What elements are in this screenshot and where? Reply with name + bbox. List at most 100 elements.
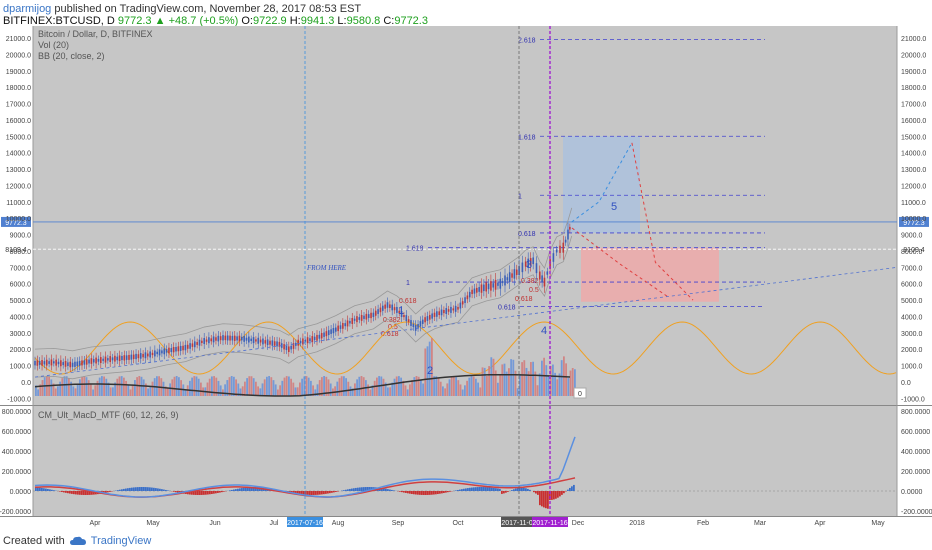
candle-body bbox=[95, 357, 97, 364]
macd-histogram-bar bbox=[505, 491, 507, 493]
volume-bar bbox=[400, 377, 402, 396]
candle-body bbox=[499, 278, 502, 289]
macd-histogram-bar bbox=[445, 491, 447, 493]
candle-body bbox=[189, 343, 191, 349]
volume-bar bbox=[347, 381, 350, 396]
macd-histogram-bar bbox=[237, 488, 239, 491]
candle-body bbox=[161, 350, 163, 354]
volume-bar bbox=[417, 376, 420, 396]
volume-bar bbox=[151, 381, 154, 396]
volume-bar bbox=[525, 367, 528, 396]
candle-body bbox=[132, 354, 135, 360]
volume-bar bbox=[483, 367, 486, 396]
macd-histogram-bar bbox=[47, 488, 49, 491]
candle-body bbox=[391, 304, 393, 311]
volume-bar bbox=[523, 360, 526, 396]
high-value: 9941.3 bbox=[300, 15, 335, 27]
macd-histogram-bar bbox=[293, 491, 295, 494]
candle-body bbox=[567, 229, 569, 240]
volume-bar bbox=[470, 376, 473, 396]
candle-body bbox=[248, 336, 250, 343]
volume-bar bbox=[369, 389, 372, 396]
macd-histogram-bar bbox=[145, 487, 147, 491]
volume-bar bbox=[345, 378, 347, 396]
candle-body bbox=[518, 266, 520, 276]
candle-body bbox=[374, 310, 377, 316]
candle-body bbox=[400, 311, 403, 318]
macd-histogram-bar bbox=[43, 488, 45, 491]
high-label: H: bbox=[289, 15, 301, 27]
candle-body bbox=[231, 335, 234, 341]
y-tick-left: 6000.0 bbox=[10, 282, 32, 289]
macd-histogram-bar bbox=[557, 491, 559, 498]
candle-body bbox=[299, 340, 302, 344]
volume-bar bbox=[158, 376, 160, 396]
candle-body bbox=[440, 309, 443, 316]
volume-bar bbox=[263, 379, 266, 396]
candle-body bbox=[323, 332, 325, 337]
volume-bar bbox=[94, 385, 97, 396]
y-tick-left: 21000.0 bbox=[6, 36, 31, 43]
candle-body bbox=[529, 258, 532, 266]
candle-body bbox=[168, 347, 170, 354]
candle-body bbox=[382, 305, 384, 311]
macd-histogram-bar bbox=[239, 488, 241, 491]
macd-histogram-bar bbox=[311, 491, 313, 495]
volume-bar bbox=[257, 386, 259, 396]
candle-body bbox=[135, 353, 137, 360]
candle-body bbox=[379, 307, 382, 313]
macd-histogram-bar bbox=[123, 488, 125, 491]
bb-legend: BB (20, close, 2) bbox=[38, 51, 105, 61]
created-with-text: Created with bbox=[3, 535, 65, 547]
candle-body bbox=[447, 309, 450, 312]
volume-bar bbox=[472, 376, 475, 396]
candle-body bbox=[45, 359, 48, 366]
candle-body bbox=[276, 341, 278, 347]
bb-lower bbox=[34, 235, 573, 380]
tradingview-brand[interactable]: TradingView bbox=[90, 535, 152, 547]
volume-bar bbox=[37, 389, 39, 396]
candle-body bbox=[421, 319, 424, 324]
candle-body bbox=[407, 319, 410, 322]
macd-histogram-bar bbox=[433, 491, 435, 495]
candle-body bbox=[438, 311, 440, 316]
volume-bar bbox=[490, 357, 493, 396]
chart-canvas[interactable]: 2.6181.61810.6181.61810.6180.3820.50.618… bbox=[0, 26, 932, 534]
candle-body bbox=[224, 335, 227, 341]
fib-level-label: 1 bbox=[518, 193, 522, 200]
volume-bar bbox=[415, 376, 418, 396]
candle-body bbox=[233, 335, 236, 341]
candle-body bbox=[130, 354, 133, 360]
date-marker-text: 2017-11-01 bbox=[501, 520, 536, 527]
macd-histogram-bar bbox=[401, 491, 403, 493]
volume-bar bbox=[413, 377, 416, 396]
fib-level-label: 0.618 bbox=[498, 305, 516, 312]
from-here-annotation: FROM HERE bbox=[306, 264, 347, 272]
volume-bar bbox=[395, 376, 398, 396]
published-line: dparmijog published on TradingView.com, … bbox=[3, 3, 361, 15]
macd-histogram-bar bbox=[367, 487, 369, 491]
candle-body bbox=[335, 327, 337, 332]
tradingview-cloud-icon bbox=[69, 536, 86, 545]
macd-histogram-bar bbox=[41, 487, 43, 491]
candle-body bbox=[149, 351, 151, 358]
volume-bar bbox=[167, 388, 169, 396]
macd-histogram-bar bbox=[463, 488, 465, 491]
macd-histogram-bar bbox=[219, 491, 221, 493]
x-tick: Dec bbox=[572, 520, 585, 527]
volume-bar bbox=[149, 386, 152, 396]
author-link[interactable]: dparmijog bbox=[3, 3, 52, 15]
fib-small-label: 0.382 bbox=[521, 278, 539, 285]
volume-bar bbox=[356, 379, 358, 396]
y-tick-right: 1000.0 bbox=[901, 364, 923, 371]
volume-bar bbox=[371, 385, 374, 396]
volume-bar bbox=[321, 377, 323, 396]
macd-histogram-bar bbox=[533, 491, 535, 493]
volume-bar bbox=[501, 364, 504, 396]
candle-body bbox=[541, 275, 543, 283]
volume-bar bbox=[211, 376, 213, 396]
candle-body bbox=[154, 350, 156, 357]
volume-bar bbox=[512, 359, 515, 396]
candle-body bbox=[241, 336, 243, 341]
candle-body bbox=[313, 336, 316, 341]
